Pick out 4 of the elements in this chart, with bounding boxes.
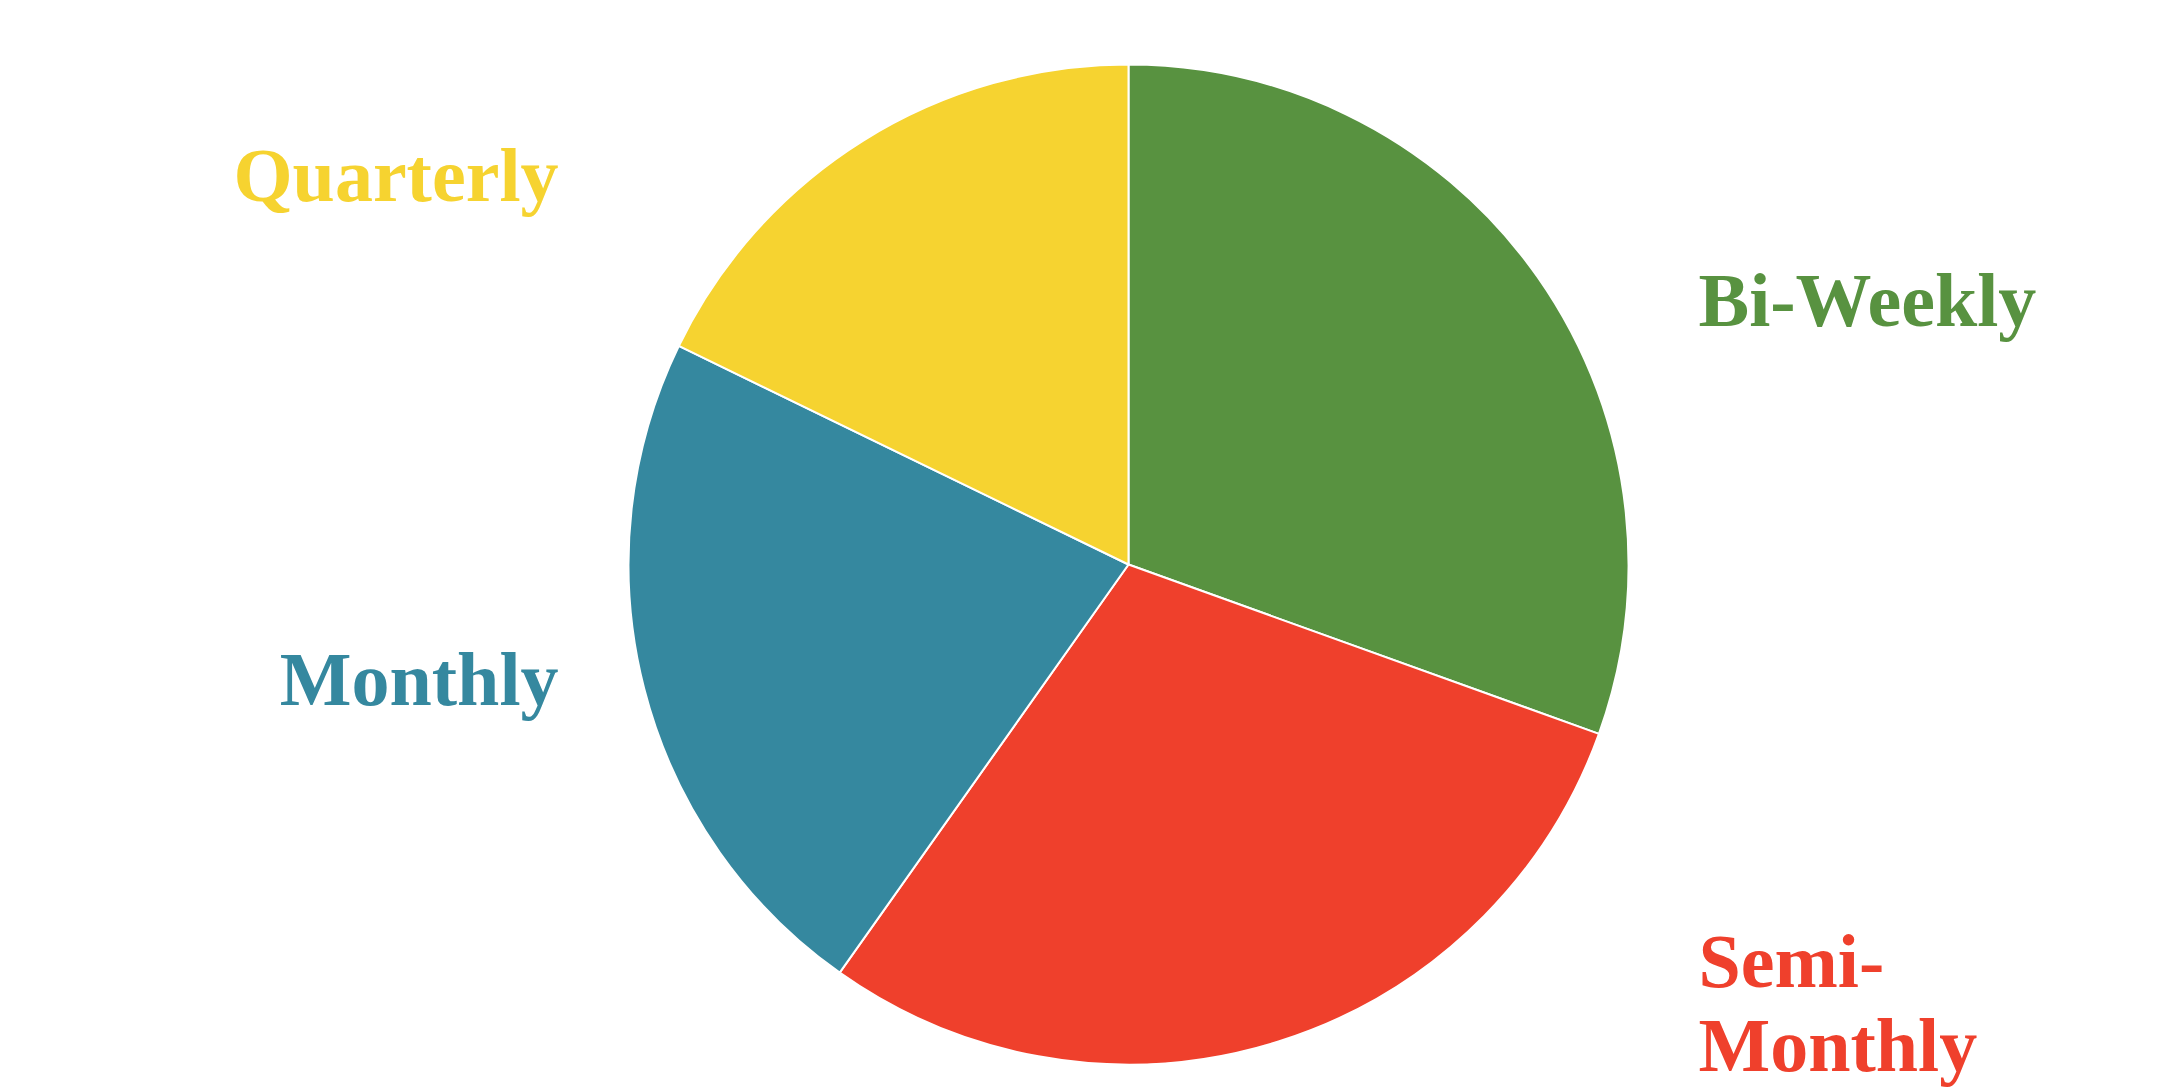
slice-label: Semi-Monthly [1698,919,1978,1088]
slice-label: Bi-Weekly [1698,258,2037,342]
slice-label: Monthly [279,636,559,721]
slice-label: Quarterly [233,132,559,217]
